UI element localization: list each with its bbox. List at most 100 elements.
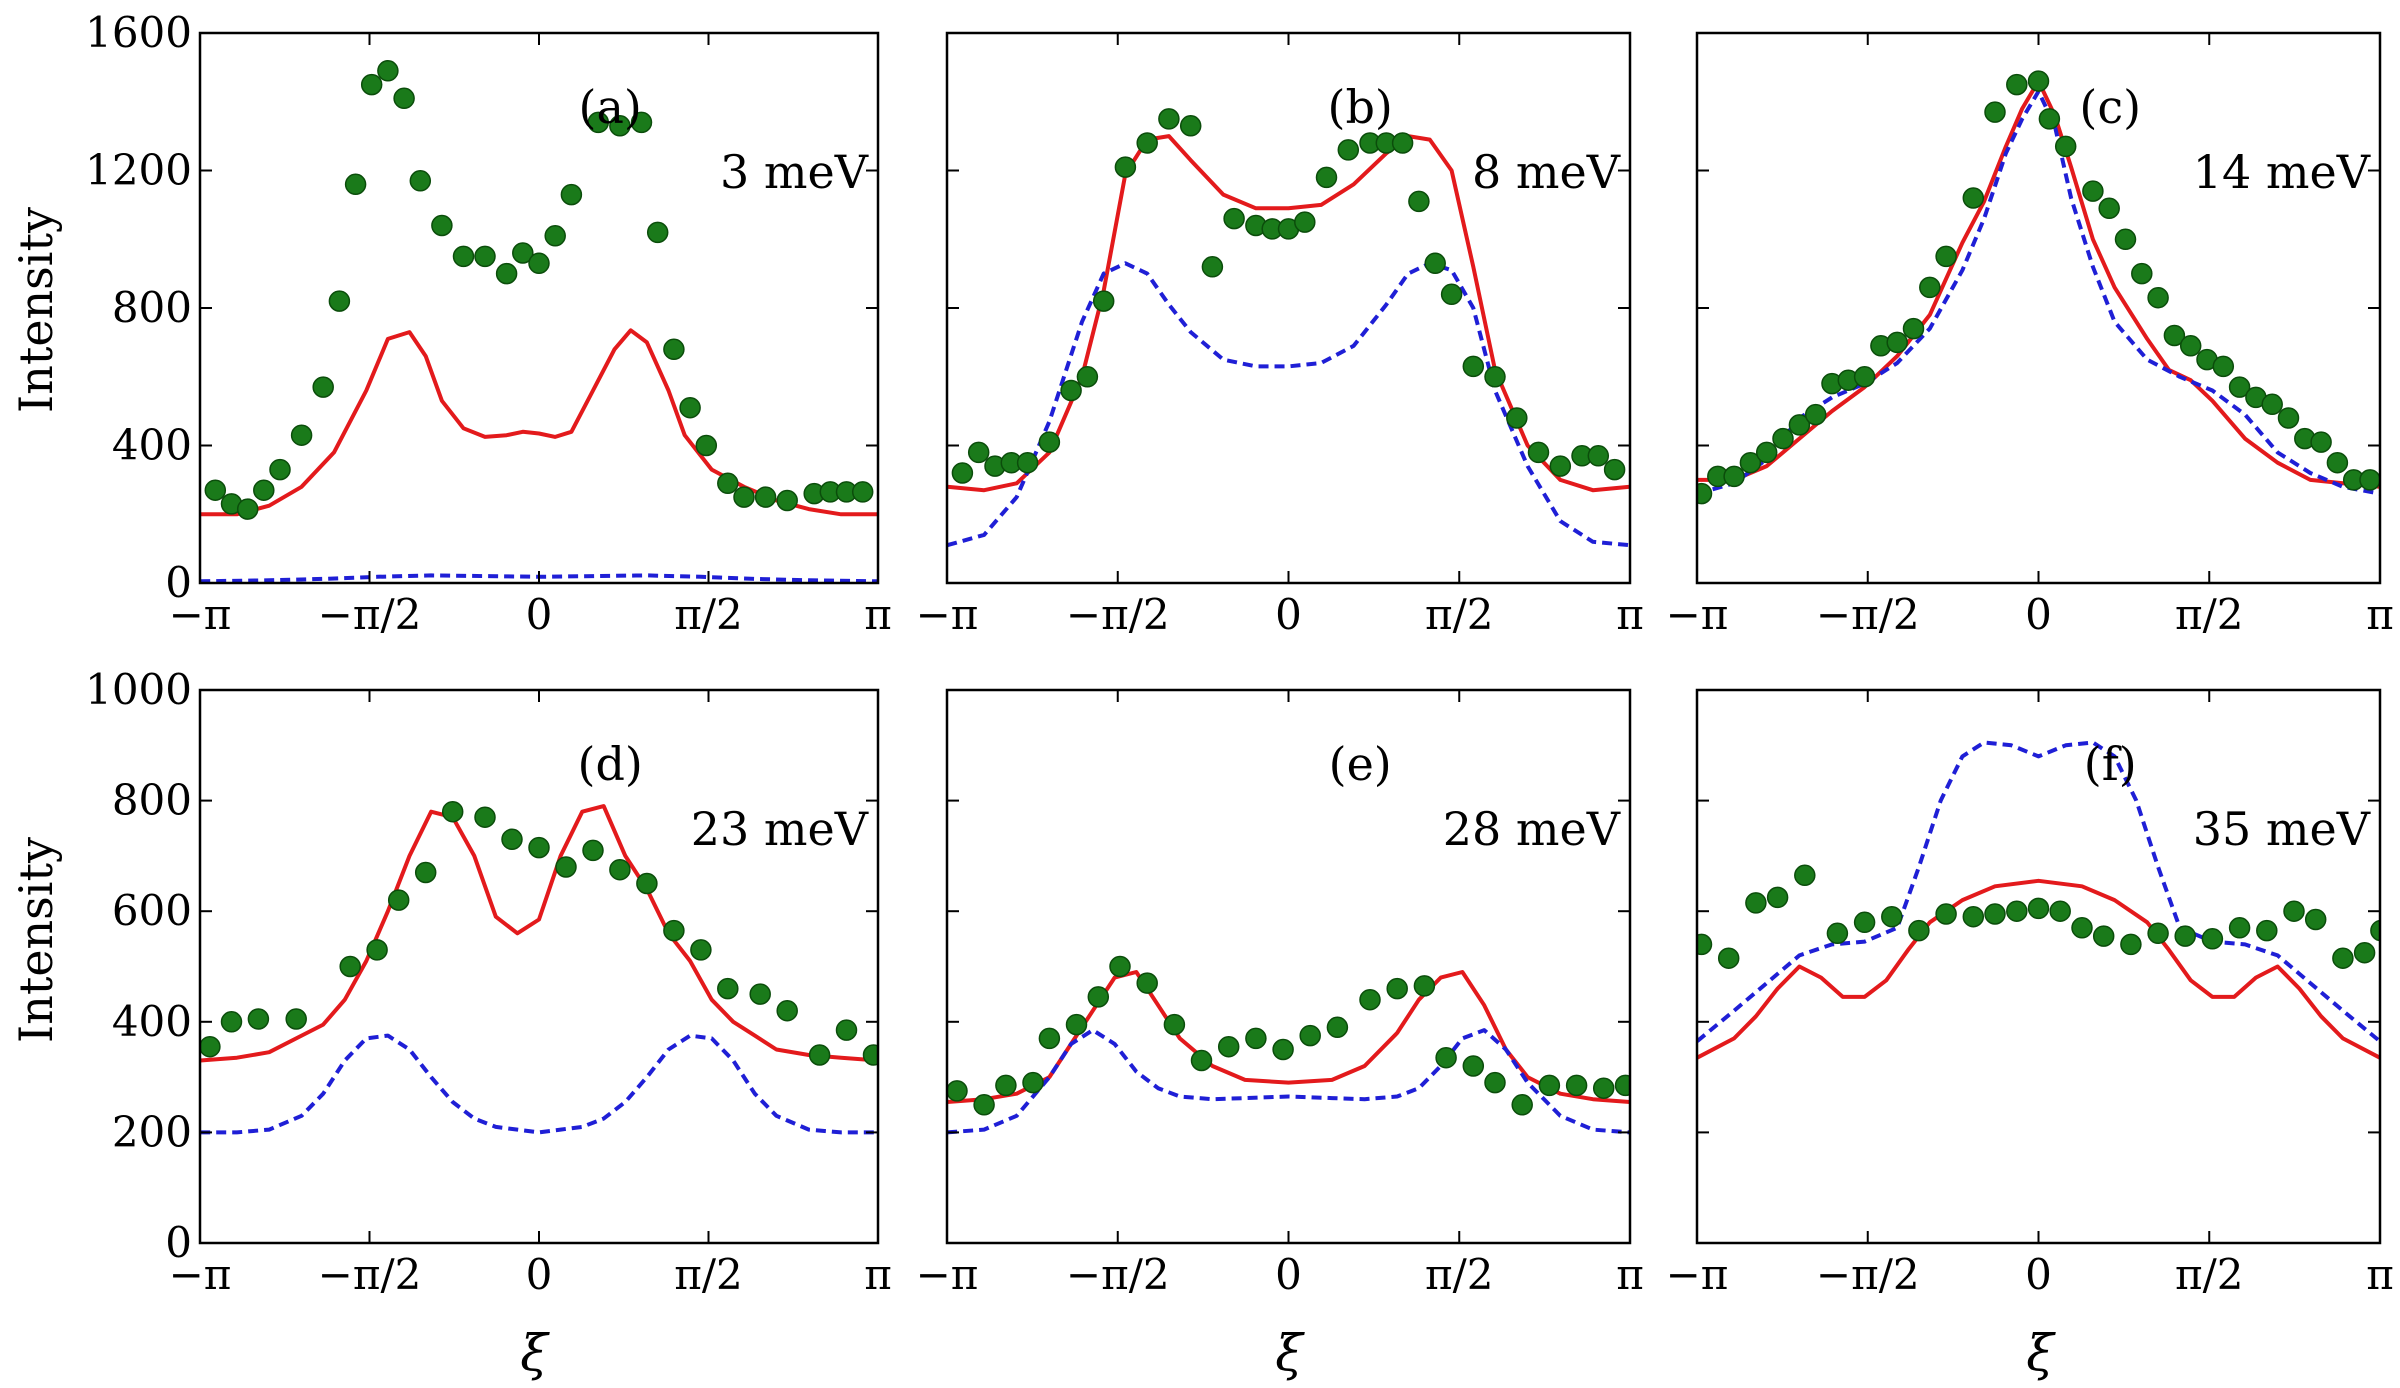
xtick-label-b: π (1616, 590, 1644, 639)
ylabel-top: Intensity (9, 207, 63, 413)
data-point-a (544, 225, 566, 247)
data-point-d (609, 858, 631, 881)
data-point-b (1179, 115, 1202, 137)
data-point-a (560, 183, 583, 206)
data-point-f (2370, 919, 2380, 942)
data-point-d (749, 983, 771, 1005)
data-point-c (2131, 262, 2153, 285)
data-point-c (2038, 108, 2061, 130)
data-point-f (2092, 925, 2115, 947)
xtick-label-f: −π (1666, 1250, 1729, 1299)
data-point-a (717, 472, 739, 495)
data-point-c (1788, 414, 1811, 436)
xtick-label-a: −π/2 (318, 590, 422, 639)
data-point-b (1158, 108, 1180, 130)
data-point-f (1935, 903, 1957, 925)
series-alt-dashed-e (947, 1028, 1630, 1135)
ytick-label-d: 800 (112, 776, 192, 825)
xtick-label-f: π/2 (2175, 1250, 2243, 1299)
data-point-d (776, 999, 798, 1022)
data-point-b (1484, 366, 1506, 388)
data-point-c (1962, 187, 1985, 209)
data-point-b (1092, 290, 1115, 312)
data-point-f (2049, 900, 2071, 922)
data-point-b (1016, 451, 1039, 474)
xtick-label-c: −π/2 (1816, 590, 1920, 639)
data-point-a (269, 458, 291, 481)
data-point-d (690, 939, 712, 961)
data-point-a (253, 479, 275, 501)
ytick-label-a: 0 (165, 558, 192, 607)
data-point-f (2256, 919, 2278, 942)
data-point-d (387, 889, 410, 911)
data-point-e (1484, 1071, 1506, 1094)
data-point-b (1223, 207, 1245, 230)
data-point-e (973, 1094, 995, 1116)
xtick-label-b: −π (916, 590, 979, 639)
xtick-label-e: −π/2 (1066, 1250, 1170, 1299)
data-point-c (2228, 376, 2251, 398)
panel-label-f: (f) (2084, 737, 2137, 791)
xtick-label-d: −π (169, 1250, 232, 1299)
series-alt-dashed-b (947, 261, 1630, 548)
series-alt-dashed-d (200, 1033, 878, 1135)
plot-area-a (200, 60, 878, 583)
data-point-c (2006, 73, 2028, 96)
data-point-f (2027, 897, 2050, 920)
plot-area-c (1697, 70, 2380, 505)
data-point-b (1603, 458, 1626, 481)
data-point-e (1136, 972, 1158, 994)
energy-label-b: 8 meV (1472, 145, 1621, 199)
xlabel-f: ξ (2026, 1324, 2056, 1382)
data-point-c (1886, 331, 1908, 354)
data-point-f (1745, 892, 1767, 914)
data-point-a (474, 245, 496, 268)
data-point-a (377, 60, 399, 82)
data-point-b (1076, 366, 1099, 388)
data-point-a (204, 479, 227, 501)
xtick-label-f: 0 (2025, 1250, 2052, 1299)
xtick-label-e: 0 (1275, 1250, 1302, 1299)
data-point-e (1435, 1046, 1457, 1069)
data-point-f (2006, 900, 2028, 922)
ylabel-bottom: Intensity (9, 837, 63, 1043)
data-point-a (312, 376, 334, 398)
data-point-e (1538, 1074, 1561, 1097)
xtick-label-b: −π/2 (1066, 590, 1170, 639)
data-point-d (339, 955, 361, 978)
data-point-f (1766, 886, 1789, 909)
data-point-b (967, 441, 990, 464)
data-point-d (528, 836, 550, 859)
data-point-e (1511, 1094, 1533, 1116)
data-point-c (1739, 451, 1762, 474)
data-point-f (2071, 917, 2093, 939)
xtick-label-e: π (1616, 1250, 1644, 1299)
xtick-label-a: π/2 (674, 590, 742, 639)
xtick-label-c: −π (1666, 590, 1729, 639)
data-point-f (2332, 947, 2354, 969)
panel-label-b: (b) (1328, 80, 1393, 134)
xtick-label-b: 0 (1275, 590, 1302, 639)
panel-a: −π −π/2 0 π/2 π 0 400 800 1200 1600 (a) 3 meV (85, 8, 892, 639)
data-point-d (285, 1008, 307, 1030)
data-point-f (2201, 928, 2224, 950)
data-point-c (2147, 286, 2169, 309)
data-point-e (1614, 1074, 1630, 1097)
energy-label-e: 28 meV (1443, 802, 1621, 856)
data-point-d (555, 856, 577, 878)
data-point-e (1217, 1035, 1240, 1058)
data-point-d (862, 1044, 878, 1066)
data-point-a (528, 252, 550, 275)
data-point-e (1065, 1013, 1088, 1036)
data-point-e (1326, 1016, 1349, 1039)
data-point-c (2163, 324, 2186, 347)
energy-label-a: 3 meV (720, 145, 869, 199)
axes-frame-d (198, 688, 880, 1245)
xtick-label-d: π (864, 1250, 892, 1299)
data-point-b (1315, 166, 1338, 189)
data-point-f (2147, 922, 2169, 945)
data-point-d (835, 1019, 858, 1041)
data-point-e (1190, 1049, 1213, 1072)
data-point-b (1038, 431, 1061, 453)
